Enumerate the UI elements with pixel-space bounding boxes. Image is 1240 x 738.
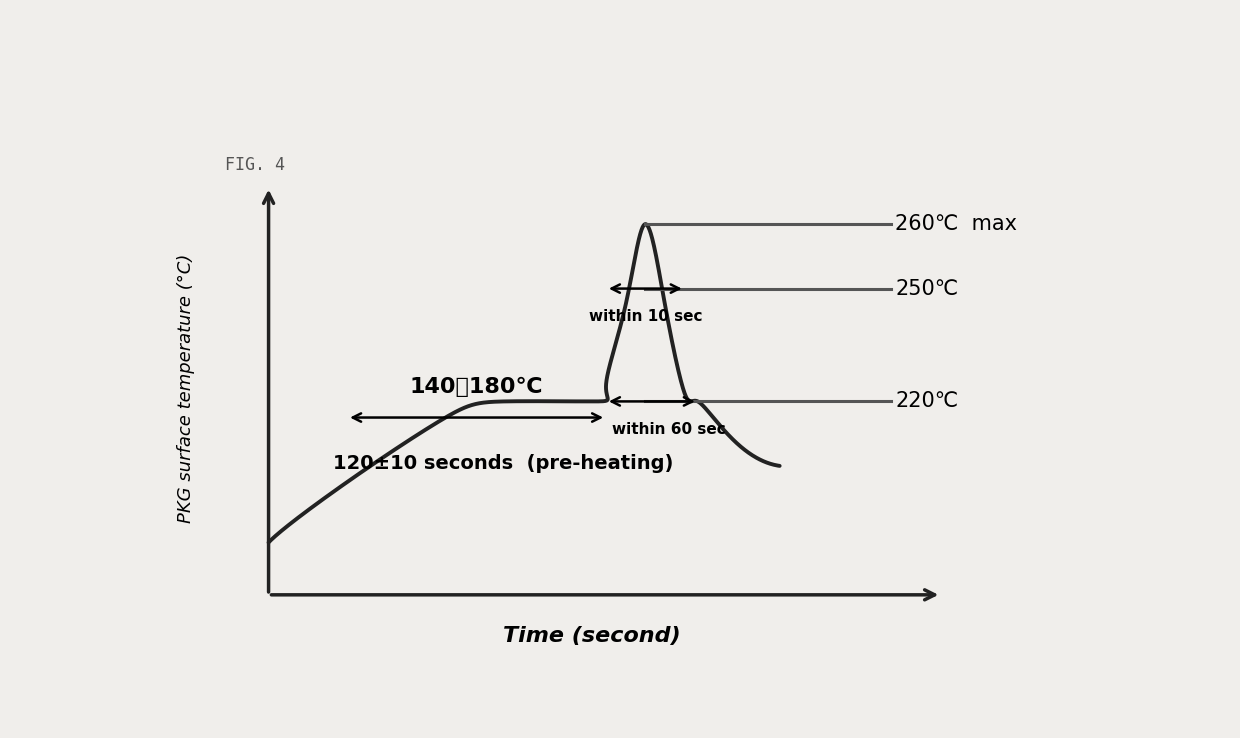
Text: 220℃: 220℃ (895, 391, 959, 411)
Text: Time (second): Time (second) (503, 627, 681, 646)
Text: 120±10 seconds  (pre-heating): 120±10 seconds (pre-heating) (332, 454, 673, 473)
Text: PKG surface temperature (°C): PKG surface temperature (°C) (176, 253, 195, 523)
Text: 250℃: 250℃ (895, 278, 959, 299)
Text: within 60 sec: within 60 sec (613, 422, 727, 437)
Text: FIG. 4: FIG. 4 (224, 156, 285, 173)
Text: 140～180℃: 140～180℃ (410, 376, 543, 397)
Text: 260℃  max: 260℃ max (895, 214, 1017, 234)
Text: within 10 sec: within 10 sec (589, 309, 702, 324)
